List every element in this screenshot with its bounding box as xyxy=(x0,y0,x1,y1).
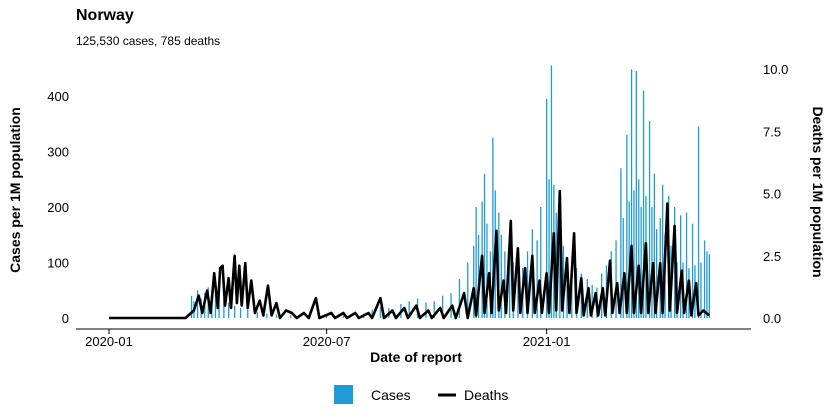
cases-bar xyxy=(517,262,519,318)
cases-bar xyxy=(550,65,553,318)
cases-bar xyxy=(247,309,249,318)
cases-bar xyxy=(214,284,217,318)
cases-bar xyxy=(562,245,565,318)
legend: Cases Deaths xyxy=(334,385,508,404)
cases-bar xyxy=(492,137,494,318)
cases-bar xyxy=(228,302,230,318)
cases-bar xyxy=(536,240,538,318)
y-left-tick-label: 0 xyxy=(62,311,69,326)
cases-bar xyxy=(630,69,633,319)
cases-bar xyxy=(371,309,373,318)
cases-bar xyxy=(559,234,561,319)
cases-bar xyxy=(408,301,410,318)
cases-bar xyxy=(486,223,488,318)
cases-bar xyxy=(640,207,642,318)
x-tick-label: 2020-07 xyxy=(303,334,351,349)
chart-title: Norway xyxy=(76,7,134,24)
cases-bar xyxy=(591,284,593,318)
y-right-tick-label: 5.0 xyxy=(763,187,781,202)
cases-bar xyxy=(638,179,640,319)
cases-bar xyxy=(275,314,278,318)
cases-bar xyxy=(546,98,548,318)
x-tick-label: 2020-01 xyxy=(85,334,133,349)
y-right-axis-label: Deaths per 1M population xyxy=(810,106,826,277)
cases-bar xyxy=(662,184,664,318)
y-left-axis-label: Cases per 1M population xyxy=(7,107,23,273)
cases-bar xyxy=(526,251,529,318)
cases-bar xyxy=(680,215,682,318)
cases-bar xyxy=(628,201,630,318)
cases-bar xyxy=(620,168,622,318)
chart-subtitle: 125,530 cases, 785 deaths xyxy=(76,34,220,48)
cases-bar xyxy=(190,295,193,318)
cases-bar xyxy=(425,302,427,318)
cases-bar xyxy=(239,308,242,318)
y-left-tick-label: 400 xyxy=(47,89,69,104)
x-tick-label: 2021-01 xyxy=(523,334,571,349)
cases-bar xyxy=(648,121,651,318)
cases-bar xyxy=(442,295,444,318)
legend-cases-swatch xyxy=(334,385,353,404)
cases-bar xyxy=(379,306,382,318)
y-left-tick-label: 200 xyxy=(47,200,69,215)
cases-bar xyxy=(234,305,236,318)
cases-bar xyxy=(651,207,653,318)
cases-bar xyxy=(458,279,461,318)
y-right-tick-label: 10.0 xyxy=(763,62,788,77)
cases-bar xyxy=(477,234,480,319)
cases-bar xyxy=(642,90,645,319)
cases-bar xyxy=(433,301,435,318)
deaths-line xyxy=(109,189,711,320)
y-right-tick-label: 2.5 xyxy=(763,249,781,264)
cases-bar xyxy=(196,290,199,319)
cases-bar xyxy=(326,315,328,318)
y-left-axis-ticks: 0 100 200 300 400 xyxy=(47,89,69,326)
cases-bar xyxy=(483,173,486,318)
y-right-axis-ticks: 0.0 2.5 5.0 7.5 10.0 xyxy=(763,62,788,326)
cases-bar xyxy=(498,212,500,318)
cases-bar xyxy=(685,212,688,318)
x-axis-ticks: 2020-01 2020-07 2021-01 xyxy=(85,329,570,349)
cases-bar xyxy=(540,207,542,318)
legend-cases-label: Cases xyxy=(371,387,411,403)
cases-bar xyxy=(703,240,706,318)
cases-bar xyxy=(256,312,258,318)
cases-bar xyxy=(555,212,557,318)
y-left-tick-label: 100 xyxy=(47,256,69,271)
cases-bar xyxy=(700,262,702,318)
x-axis-label: Date of report xyxy=(370,349,462,365)
cases-bar xyxy=(697,126,700,318)
y-right-tick-label: 0.0 xyxy=(763,311,781,326)
cases-bar xyxy=(653,173,655,318)
cases-bar xyxy=(290,315,292,318)
cases-bar xyxy=(626,134,628,318)
cases-bar xyxy=(635,71,637,318)
cases-bar xyxy=(475,207,477,318)
cases-bar xyxy=(622,218,624,318)
cases-bar xyxy=(706,251,708,318)
cases-bar xyxy=(467,262,469,318)
cases-bar xyxy=(509,256,511,318)
cases-bar xyxy=(708,254,710,318)
legend-deaths-label: Deaths xyxy=(464,387,508,403)
cases-bar xyxy=(656,229,658,318)
cases-bar xyxy=(342,315,345,318)
cases-bar xyxy=(615,240,617,318)
cases-bar xyxy=(266,313,268,318)
y-left-tick-label: 300 xyxy=(47,145,69,160)
cases-bar xyxy=(691,223,694,318)
cases-bar xyxy=(548,179,550,319)
cases-bar xyxy=(473,245,475,318)
y-right-tick-label: 7.5 xyxy=(763,124,781,139)
cases-bar xyxy=(223,298,225,318)
cases-bar xyxy=(633,190,635,318)
cases-bar xyxy=(500,234,502,319)
